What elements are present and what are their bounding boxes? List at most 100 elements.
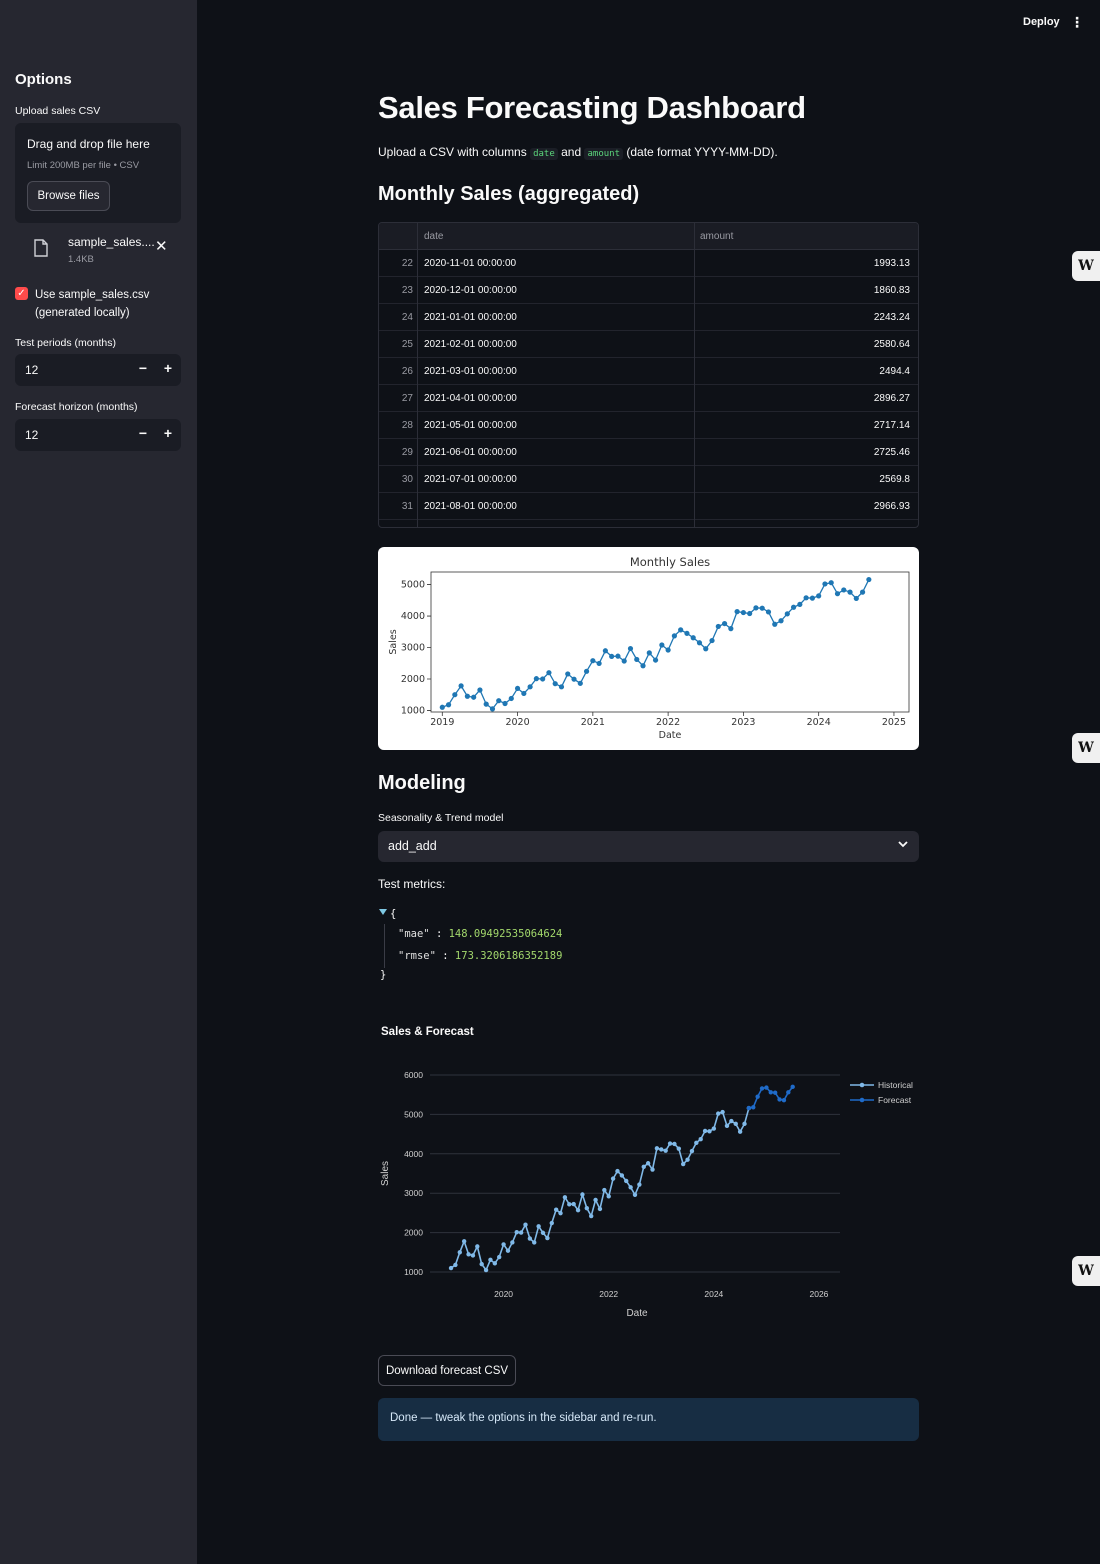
json-value-mae: 148.09492535064624 xyxy=(448,928,563,940)
json-close-brace: } xyxy=(380,969,387,981)
data-point xyxy=(742,1121,747,1127)
table-header: date amount xyxy=(379,223,918,250)
data-point xyxy=(640,663,646,669)
data-point xyxy=(659,1147,664,1152)
collapse-triangle-icon[interactable] xyxy=(379,909,387,915)
data-point xyxy=(596,660,602,667)
data-point xyxy=(615,653,621,659)
data-point xyxy=(724,1123,730,1129)
plot-frame xyxy=(430,571,910,713)
y-tick-label: 2000 xyxy=(401,674,425,685)
data-point xyxy=(847,589,853,595)
table-row[interactable]: 22 2020-11-01 00:00:00 1993.13 xyxy=(379,250,918,277)
data-point xyxy=(778,618,784,624)
table-row[interactable]: 27 2021-04-01 00:00:00 2896.27 xyxy=(379,385,918,412)
row-index: 30 xyxy=(401,474,413,485)
data-point xyxy=(523,1222,528,1227)
data-point xyxy=(602,648,608,654)
data-point xyxy=(439,704,445,710)
file-dropzone[interactable]: Drag and drop file here Limit 200MB per … xyxy=(15,123,181,223)
cell-amount: 2243.24 xyxy=(873,312,910,323)
x-tick-label: 2024 xyxy=(704,1289,723,1299)
table-row[interactable]: 31 2021-08-01 00:00:00 2966.93 xyxy=(379,493,918,520)
browse-files-button[interactable]: Browse files xyxy=(27,181,110,211)
file-name: sample_sales.... xyxy=(68,235,154,249)
column-header-amount[interactable]: amount xyxy=(700,231,734,242)
forecast-horizon-stepper[interactable]: 12 − + xyxy=(15,419,181,451)
test-periods-value[interactable]: 12 xyxy=(25,363,39,377)
cell-date: 2020-11-01 00:00:00 xyxy=(424,258,517,269)
data-point xyxy=(634,656,640,663)
use-sample-checkbox[interactable]: ✓ xyxy=(15,287,28,300)
w-badge-icon[interactable]: W xyxy=(1072,251,1100,281)
legend-marker xyxy=(859,1097,865,1103)
forecast-horizon-value[interactable]: 12 xyxy=(25,428,39,442)
metrics-json: { "mae" : 148.09492535064624 "rmse" : 17… xyxy=(378,906,678,986)
w-badge-icon[interactable]: W xyxy=(1072,1256,1100,1286)
main-menu-icon[interactable]: ⋮ xyxy=(1070,14,1084,30)
data-point xyxy=(781,1098,787,1103)
data-point xyxy=(702,1128,708,1134)
data-point xyxy=(464,693,470,699)
data-point xyxy=(448,1265,454,1271)
forecast-horizon-minus-button[interactable]: − xyxy=(138,425,148,441)
data-point xyxy=(590,658,596,664)
table-row[interactable]: 25 2021-02-01 00:00:00 2580.64 xyxy=(379,331,918,358)
data-point xyxy=(841,587,847,593)
w-badge-icon[interactable]: W xyxy=(1072,733,1100,763)
row-index: 25 xyxy=(401,339,413,350)
sidebar: Options Upload sales CSV Drag and drop f… xyxy=(0,0,197,1564)
intro-mid: and xyxy=(561,145,582,159)
data-point xyxy=(729,1118,734,1124)
series-line-forecast xyxy=(748,1086,794,1109)
data-point xyxy=(532,1240,537,1245)
table-row[interactable]: 24 2021-01-01 00:00:00 2243.24 xyxy=(379,304,918,331)
json-key-rmse: "rmse" xyxy=(398,950,436,962)
data-point xyxy=(514,1230,519,1235)
data-point xyxy=(546,670,552,676)
data-point xyxy=(452,692,458,698)
download-forecast-button[interactable]: Download forecast CSV xyxy=(378,1355,516,1386)
data-point xyxy=(571,676,577,682)
column-header-date[interactable]: date xyxy=(424,231,444,242)
data-point xyxy=(488,1257,493,1262)
data-point xyxy=(593,1197,598,1203)
y-axis-label: Sales xyxy=(380,1161,391,1186)
cell-amount: 2580.64 xyxy=(873,339,910,350)
test-periods-minus-button[interactable]: − xyxy=(138,360,148,376)
model-select[interactable]: add_add xyxy=(378,831,919,862)
data-point xyxy=(627,645,634,652)
data-point xyxy=(694,1140,699,1145)
data-point xyxy=(580,1192,585,1197)
table-row[interactable]: 28 2021-05-01 00:00:00 2717.14 xyxy=(379,412,918,439)
monthly-sales-table[interactable]: date amount 22 2020-11-01 00:00:00 1993.13… xyxy=(378,222,919,528)
row-index: 24 xyxy=(401,312,413,323)
data-point xyxy=(521,690,527,697)
table-row[interactable]: 23 2020-12-01 00:00:00 1860.83 xyxy=(379,277,918,304)
table-row[interactable]: 29 2021-06-01 00:00:00 2725.46 xyxy=(379,439,918,466)
data-point xyxy=(716,1111,721,1116)
sales-forecast-chart[interactable]: Sales & Forecast 1000 2000 3000 4000 5000 6000… xyxy=(378,1018,919,1328)
row-index: 26 xyxy=(401,366,413,377)
data-point xyxy=(764,1085,769,1090)
forecast-horizon-plus-button[interactable]: + xyxy=(163,425,173,441)
data-point xyxy=(540,1230,546,1236)
model-select-label: Seasonality & Trend model xyxy=(378,812,504,824)
test-periods-stepper[interactable]: 12 − + xyxy=(15,354,181,386)
table-row[interactable]: 30 2021-07-01 00:00:00 2569.8 xyxy=(379,466,918,493)
intro-post: (date format YYYY-MM-DD). xyxy=(626,145,778,159)
test-periods-plus-button[interactable]: + xyxy=(163,360,173,376)
table-row[interactable]: 26 2021-03-01 00:00:00 2494.4 xyxy=(379,358,918,385)
sidebar-title: Options xyxy=(15,71,72,88)
data-point xyxy=(458,683,464,689)
dropzone-title: Drag and drop file here xyxy=(27,137,150,151)
json-key-mae: "mae" xyxy=(398,928,430,940)
data-point xyxy=(527,684,533,690)
deploy-button[interactable]: Deploy xyxy=(1023,16,1060,28)
remove-file-close-icon[interactable]: ✕ xyxy=(155,238,168,255)
json-sep-rmse: : xyxy=(442,950,449,962)
data-point xyxy=(562,1195,568,1200)
data-point xyxy=(707,1129,712,1134)
chart-title: Monthly Sales xyxy=(630,555,710,569)
data-point xyxy=(549,1220,554,1226)
